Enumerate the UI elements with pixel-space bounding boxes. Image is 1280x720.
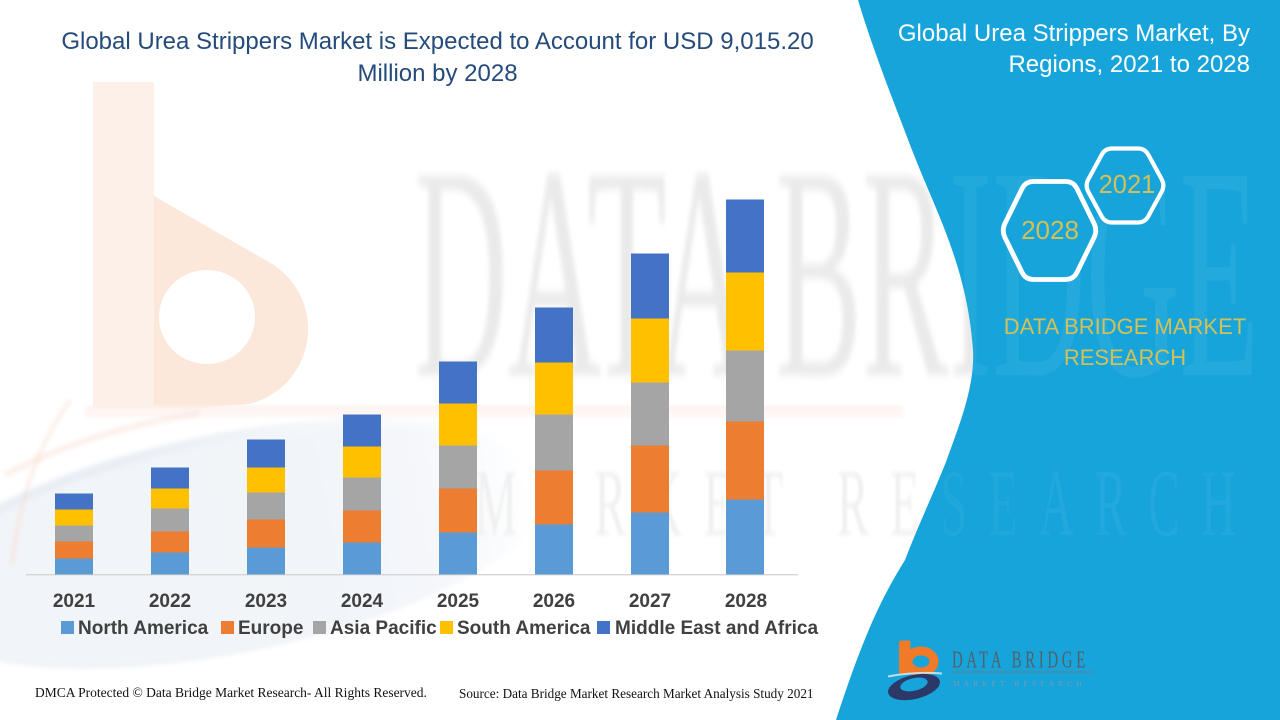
- svg-text:DATA BRIDGE: DATA BRIDGE: [952, 647, 1089, 673]
